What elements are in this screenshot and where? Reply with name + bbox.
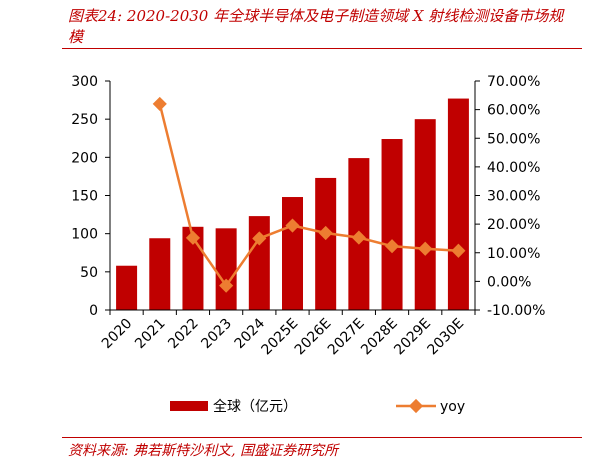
bar-2021 xyxy=(149,238,171,310)
legend: 全球（亿元） yoy xyxy=(170,398,465,415)
yoy-point-2021 xyxy=(152,96,167,111)
y-left-tick-label: 300 xyxy=(71,74,98,90)
bar-2030E xyxy=(447,98,469,310)
chart-title: 图表24: 2020-2030 年全球半导体及电子制造领域 X 射线检测设备市场… xyxy=(68,7,564,46)
yoy-point-2026E xyxy=(318,225,333,241)
x-tick-label: 2027E xyxy=(325,316,368,359)
x-tick-label: 2030E xyxy=(424,316,467,359)
bars-layer xyxy=(116,98,469,311)
y-left-tick-label: 0 xyxy=(89,303,98,319)
y-left-tick-label: 100 xyxy=(71,227,98,243)
yoy-point-2030E xyxy=(451,243,466,258)
bar-2024 xyxy=(248,216,270,310)
y-left-tick-label: 50 xyxy=(80,265,98,281)
y-right-tick-label: 30.00% xyxy=(487,189,540,205)
y-right-tick-label: -10.00% xyxy=(487,303,545,319)
legend-bar-swatch xyxy=(170,401,208,411)
yoy-point-2028E xyxy=(384,239,400,254)
yoy-point-2025E xyxy=(285,218,300,233)
y-right-tick-label: 40.00% xyxy=(487,160,540,176)
y-right-tick-label: 70.00% xyxy=(487,74,540,90)
bar-2020 xyxy=(116,265,138,310)
y-left-tick-label: 200 xyxy=(71,150,98,166)
y-right-tick-label: 50.00% xyxy=(487,131,540,147)
legend-line-label: yoy xyxy=(440,399,465,415)
x-tick-label: 2029E xyxy=(391,316,434,359)
x-tick-label: 2026E xyxy=(292,316,335,359)
y-left-tick-label: 250 xyxy=(71,112,98,128)
line-layer xyxy=(152,96,466,293)
yoy-point-2022 xyxy=(185,230,201,245)
x-tick-label: 2023 xyxy=(198,316,235,353)
y-right-tick-label: 10.00% xyxy=(487,246,540,262)
x-tick-label: 2025E xyxy=(259,316,302,359)
x-tick-label: 2020 xyxy=(99,316,136,353)
y-left-tick-label: 150 xyxy=(71,189,98,205)
title-divider xyxy=(62,48,582,49)
bar-2025E xyxy=(282,197,303,310)
bar-2029E xyxy=(414,119,436,311)
bar-2023 xyxy=(215,228,237,310)
y-right-tick-label: 0.00% xyxy=(487,274,531,290)
y-right-tick-label: 60.00% xyxy=(487,103,540,119)
source-note: 资料来源: 弗若斯特沙利文, 国盛证券研究所 xyxy=(68,443,339,459)
x-tick-label: 2022 xyxy=(165,316,202,353)
y-right-tick-label: 20.00% xyxy=(487,217,540,233)
x-tick-label: 2028E xyxy=(358,316,401,359)
source-divider xyxy=(62,437,582,438)
yoy-line xyxy=(158,103,459,288)
axes-layer: 0 50 100 150 200 250 300 -10.00% 0.00% 10.00% 20.0… xyxy=(71,74,545,358)
legend-line-marker xyxy=(408,398,424,414)
bar-2028E xyxy=(381,139,403,310)
yoy-point-2029E xyxy=(418,241,433,256)
yoy-point-2023 xyxy=(219,278,234,293)
legend-bar-label: 全球（亿元） xyxy=(213,398,297,415)
yoy-point-2024 xyxy=(252,231,267,246)
bar-2026E xyxy=(315,177,337,310)
yoy-point-2027E xyxy=(351,230,366,245)
x-tick-label: 2021 xyxy=(132,316,169,353)
